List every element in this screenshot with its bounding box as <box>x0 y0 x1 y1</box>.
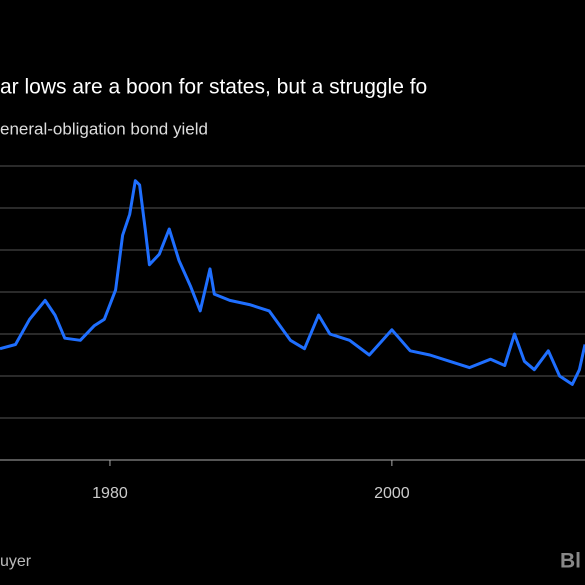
data-line <box>0 179 585 386</box>
source: uyer <box>0 553 32 570</box>
logo: Bl <box>560 550 581 573</box>
x-tick-label: 2000 <box>374 485 410 502</box>
chart-title: ar lows are a boon for states, but a str… <box>0 76 427 99</box>
chart-subtitle: eneral-obligation bond yield <box>0 119 208 138</box>
x-tick-label: 1980 <box>92 485 128 502</box>
